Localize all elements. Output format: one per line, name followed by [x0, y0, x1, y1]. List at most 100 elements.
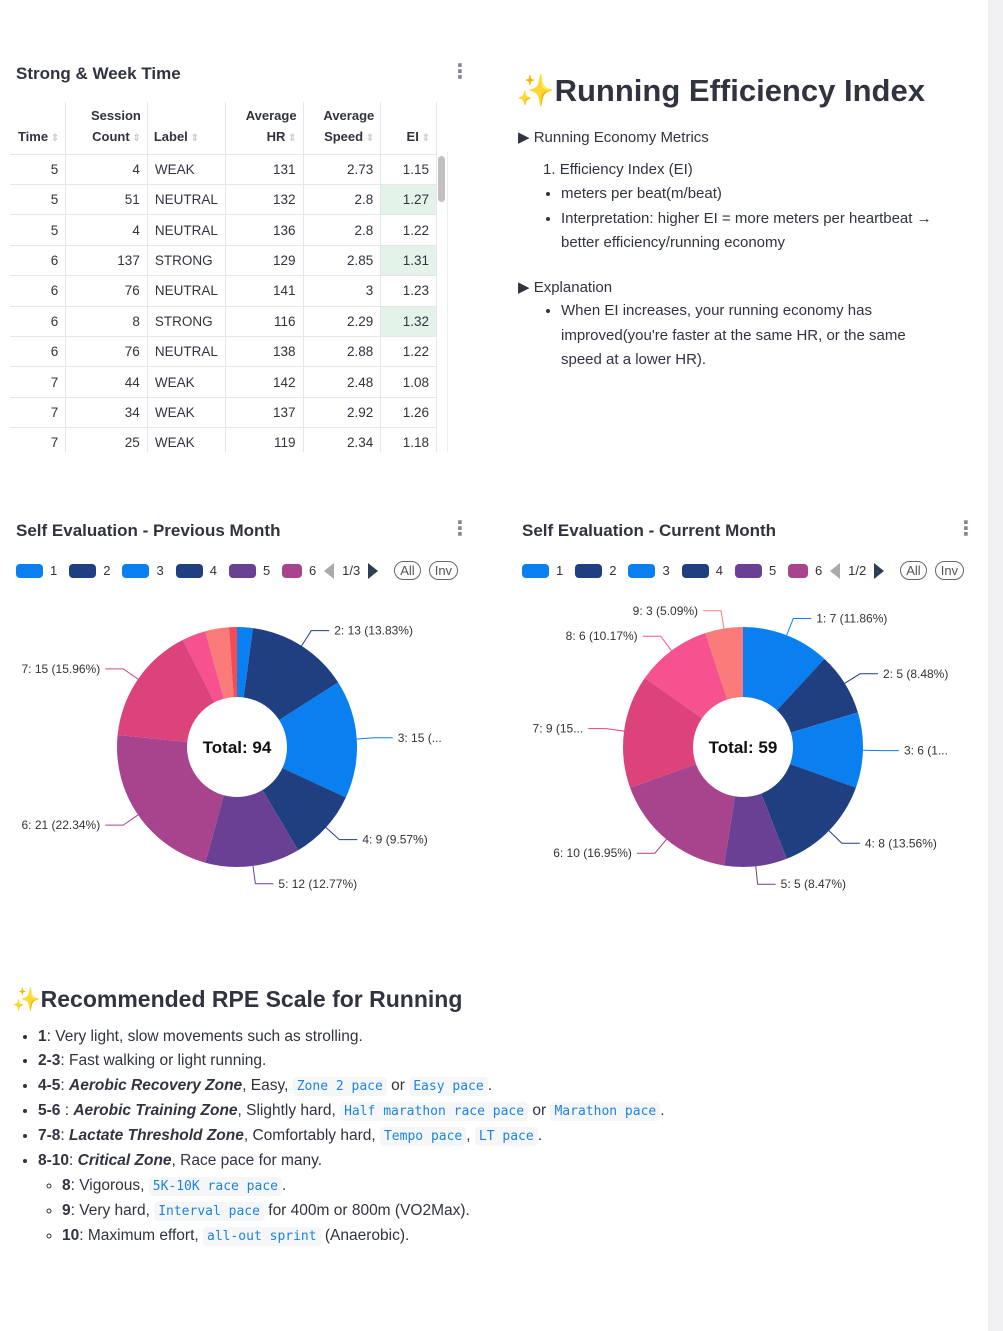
slice-label: 3: 6 (1...: [904, 744, 948, 758]
legend-item[interactable]: 2: [575, 563, 616, 578]
rpe-subitem: 9: Very hard, Interval pace for 400m or …: [62, 1199, 980, 1224]
rpe-text: for 400m or 800m (VO2Max).: [263, 1202, 470, 1220]
legend-next-icon[interactable]: [874, 562, 885, 579]
pace-code: Easy pace: [409, 1076, 488, 1096]
legend-prev-icon[interactable]: [324, 562, 335, 579]
sort-icon[interactable]: ⇕: [129, 132, 141, 144]
details-economy-metrics[interactable]: ▶ Running Economy Metrics: [518, 129, 709, 146]
rpe-level: 7-8: [38, 1127, 61, 1145]
legend-label: 3: [662, 563, 670, 578]
legend-item[interactable]: 6: [788, 563, 822, 578]
pie-legend-previous: 1 2 3 4 5 6 1/3 All Inv: [16, 561, 459, 580]
rpe-text: .: [281, 1176, 287, 1194]
select-all-button[interactable]: All: [394, 561, 421, 580]
rpe-text: , Race pace for many.: [171, 1152, 323, 1170]
table-row[interactable]: 7 25 WEAK 119 2.34 1.18: [10, 427, 437, 452]
slice-label: 2: 5 (8.48%): [883, 667, 948, 681]
list-item: When EI increases, your running economy …: [561, 299, 940, 373]
page-scrollbar[interactable]: [988, 0, 1003, 1331]
column-header[interactable]: Time ⇕: [10, 102, 67, 155]
rpe-item: 5-6 : Aerobic Training Zone, Slightly ha…: [38, 1099, 980, 1124]
legend-item[interactable]: 3: [122, 563, 164, 578]
more-menu-icon[interactable]: ⋮: [956, 518, 976, 540]
rpe-text: :: [60, 1076, 70, 1094]
label-line: [356, 737, 393, 740]
table-scrollbar[interactable]: [438, 156, 445, 202]
table-cell: 129: [225, 245, 304, 277]
table-cell: 2.8: [303, 214, 382, 246]
sort-icon[interactable]: ⇕: [48, 132, 60, 144]
table-cell: 1.18: [380, 427, 437, 452]
column-header[interactable]: Session Count ⇕: [65, 102, 148, 155]
table-cell: STRONG: [147, 245, 226, 277]
rpe-zone: Aerobic Training Zone: [73, 1101, 238, 1119]
slice-label: 5: 5 (8.47%): [781, 877, 846, 891]
table-row[interactable]: 6 8 STRONG 116 2.29 1.32: [10, 306, 437, 337]
sort-icon[interactable]: ⇕: [418, 132, 430, 144]
table-row[interactable]: 6 137 STRONG 129 2.85 1.31: [10, 245, 437, 277]
legend-swatch: [282, 563, 302, 578]
sort-icon[interactable]: ⇕: [187, 132, 199, 144]
metrics-list: meters per beat(m/beat) Interpretation: …: [520, 182, 970, 256]
legend-item[interactable]: 3: [628, 563, 670, 578]
table-row[interactable]: 5 51 NEUTRAL 132 2.8 1.27: [10, 184, 437, 216]
legend-item[interactable]: 5: [734, 563, 776, 578]
column-header[interactable]: EI ⇕: [380, 102, 437, 155]
table-cell: 142: [225, 366, 304, 398]
legend-item[interactable]: 2: [69, 563, 110, 578]
sort-icon[interactable]: ⇕: [285, 132, 297, 144]
table-cell: WEAK: [147, 397, 226, 429]
pie-slice-5[interactable]: [205, 747, 299, 867]
legend-item[interactable]: 1: [522, 563, 563, 578]
legend-swatch: [228, 563, 256, 578]
column-header[interactable]: Label ⇕: [147, 102, 226, 155]
pie-slice-3[interactable]: [743, 712, 864, 788]
legend-item[interactable]: 4: [681, 563, 723, 578]
rpe-level: 8-10: [38, 1152, 70, 1170]
legend-label: 1: [50, 563, 58, 578]
table-row[interactable]: 5 4 WEAK 131 2.73 1.15: [10, 154, 437, 185]
invert-selection-button[interactable]: Inv: [428, 561, 459, 580]
table-scroll-track[interactable]: [447, 152, 448, 452]
more-menu-icon[interactable]: ⋮: [450, 518, 470, 540]
table-cell: 137: [65, 245, 148, 277]
legend-next-icon[interactable]: [368, 562, 379, 579]
sort-icon[interactable]: ⇕: [363, 132, 375, 144]
header-line: Average: [245, 108, 297, 123]
header-label: Count: [92, 128, 130, 144]
label-line: [325, 827, 358, 841]
column-header[interactable]: Average Speed ⇕: [303, 102, 382, 155]
donut-hole: [187, 697, 287, 797]
select-all-button[interactable]: All: [900, 561, 927, 580]
legend-prev-icon[interactable]: [830, 562, 841, 579]
pace-code: Zone 2 pace: [292, 1076, 387, 1096]
table-row[interactable]: 6 76 NEUTRAL 138 2.88 1.22: [10, 336, 437, 368]
rpe-text: : Very hard,: [70, 1202, 155, 1220]
legend-label: 6: [308, 563, 317, 578]
legend-item[interactable]: 5: [228, 563, 271, 578]
column-header[interactable]: Average HR ⇕: [225, 102, 304, 155]
table-cell: 2.88: [303, 336, 382, 368]
total-label: Total: 94: [203, 738, 272, 757]
legend-item[interactable]: 1: [16, 563, 57, 578]
more-menu-icon[interactable]: ⋮: [450, 61, 470, 83]
invert-selection-button[interactable]: Inv: [934, 561, 965, 580]
rpe-level: 8: [62, 1176, 71, 1194]
table-row[interactable]: 7 44 WEAK 142 2.48 1.08: [10, 366, 437, 398]
table-cell: 6: [10, 306, 67, 337]
legend-label: 5: [262, 563, 271, 578]
pie-slice-7[interactable]: [623, 678, 743, 788]
legend-item[interactable]: 6: [282, 563, 316, 578]
table-row[interactable]: 5 4 NEUTRAL 136 2.8 1.22: [10, 214, 437, 246]
label-line: [703, 610, 725, 629]
table-cell: 1.08: [380, 366, 437, 398]
label-line: [828, 830, 860, 844]
details-explanation[interactable]: ▶ Explanation: [518, 279, 613, 296]
legend-item[interactable]: 4: [175, 563, 217, 578]
rpe-heading: ✨Recommended RPE Scale for Running: [12, 986, 462, 1013]
table-row[interactable]: 6 76 NEUTRAL 141 3 1.23: [10, 275, 437, 307]
rpe-zone: Aerobic Recovery Zone: [69, 1076, 243, 1094]
pie-slice-3[interactable]: [237, 682, 357, 798]
legend-swatch: [681, 563, 709, 578]
table-row[interactable]: 7 34 WEAK 137 2.92 1.26: [10, 397, 437, 429]
